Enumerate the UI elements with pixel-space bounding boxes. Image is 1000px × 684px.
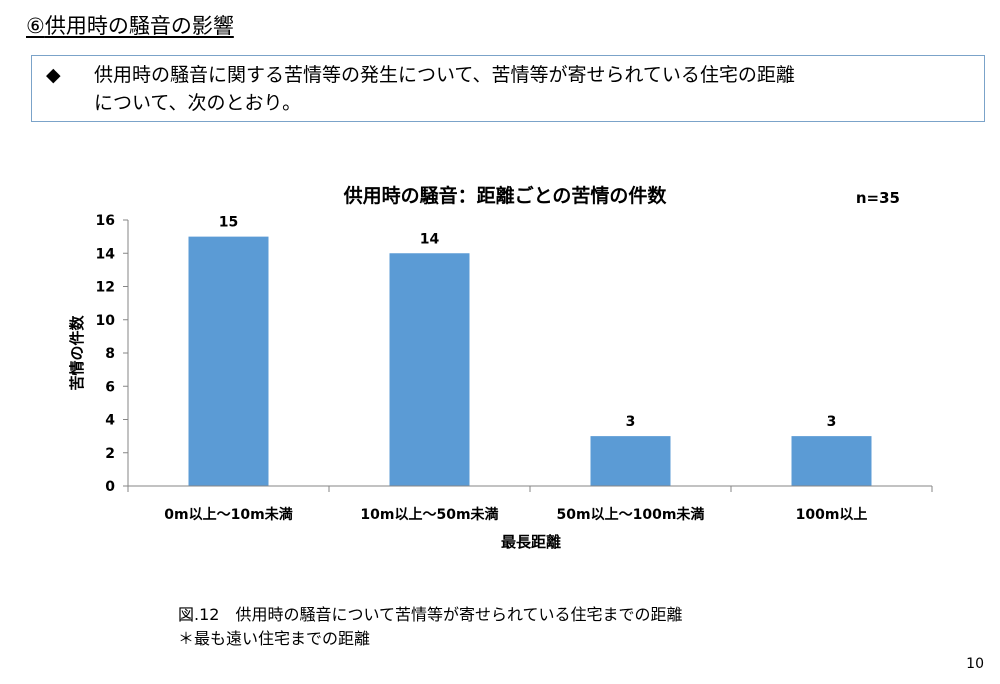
- bar-data-label: 3: [827, 414, 837, 430]
- chart-title: 供用時の騒音：距離ごとの苦情の件数: [343, 184, 668, 207]
- y-tick-label: 14: [96, 246, 116, 262]
- x-category-label: 100m以上: [796, 507, 868, 523]
- sample-size: n=35: [856, 189, 900, 207]
- section-number: ⑥: [26, 14, 45, 38]
- axis-layer: 0 2 4 6 8 10 12 14 16 0m以上～10m未満 10m以上～50m未満 50m以上～…: [96, 213, 933, 523]
- figure-caption-note: ＊最も遠い住宅までの距離: [178, 629, 371, 648]
- figure-caption: 図.12 供用時の騒音について苦情等が寄せられている住宅までの距離: [178, 605, 683, 624]
- summary-text: 供用時の騒音に関する苦情等の発生について、苦情等が寄せられている住宅の距離 につ…: [94, 64, 795, 114]
- x-category-label: 50m以上～100m未満: [557, 506, 705, 523]
- y-tick-label: 12: [96, 280, 115, 296]
- y-tick-label: 0: [105, 479, 115, 495]
- summary-box: ◆ 供用時の騒音に関する苦情等の発生について、苦情等が寄せられている住宅の距離 …: [31, 55, 985, 122]
- y-tick-label: 10: [96, 313, 116, 329]
- x-axis-label: 最長距離: [501, 533, 561, 551]
- y-tick-label: 2: [105, 446, 115, 462]
- page-number: 10: [966, 656, 984, 672]
- y-tick-label: 8: [105, 346, 115, 362]
- bar-data-label: 15: [219, 215, 238, 231]
- bar: [188, 236, 269, 486]
- bar: [590, 436, 671, 486]
- y-tick-label: 4: [105, 413, 115, 429]
- diamond-bullet-icon: ◆: [46, 64, 61, 86]
- bar: [791, 436, 872, 486]
- y-axis-label: 苦情の件数: [68, 315, 86, 391]
- y-tick-label: 16: [96, 213, 115, 229]
- bar-data-label: 14: [420, 231, 440, 247]
- bars-layer: 15 14 3 3: [188, 215, 872, 486]
- section-title: 供用時の騒音の影響: [44, 14, 234, 38]
- x-category-label: 10m以上～50m未満: [360, 506, 498, 523]
- section-heading: ⑥供用時の騒音の影響: [26, 12, 234, 40]
- y-tick-label: 6: [105, 379, 115, 395]
- x-category-label: 0m以上～10m未満: [164, 506, 292, 523]
- bar-data-label: 3: [626, 414, 636, 430]
- bar: [389, 253, 470, 486]
